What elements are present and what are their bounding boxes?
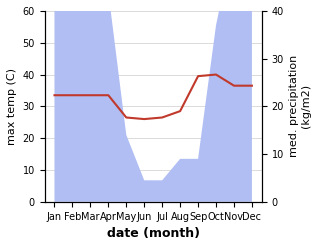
- Y-axis label: max temp (C): max temp (C): [7, 68, 17, 145]
- Y-axis label: med. precipitation
(kg/m2): med. precipitation (kg/m2): [289, 55, 311, 158]
- X-axis label: date (month): date (month): [107, 227, 200, 240]
